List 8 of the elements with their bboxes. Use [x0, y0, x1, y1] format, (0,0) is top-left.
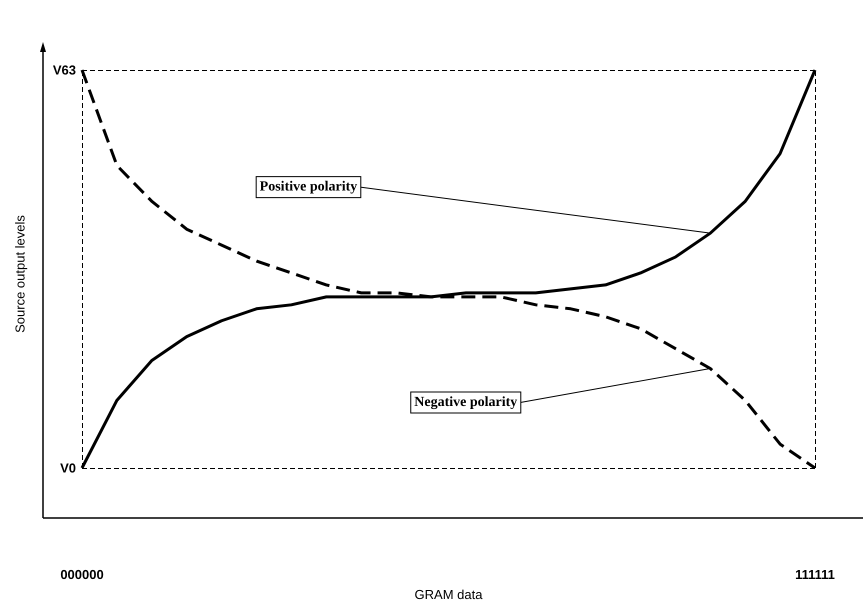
x-tick-label: 000000 [60, 567, 104, 582]
x-axis-title: GRAM data [414, 587, 484, 602]
x-tick-label: 111111 [795, 567, 835, 582]
annotation: Negative polarity [414, 395, 518, 410]
annotation: Positive polarity [260, 180, 358, 195]
ref-line-label: V63 [52, 62, 76, 78]
ref-line-label: V0 [60, 460, 76, 476]
y-axis-title: Source output levels [12, 214, 28, 333]
